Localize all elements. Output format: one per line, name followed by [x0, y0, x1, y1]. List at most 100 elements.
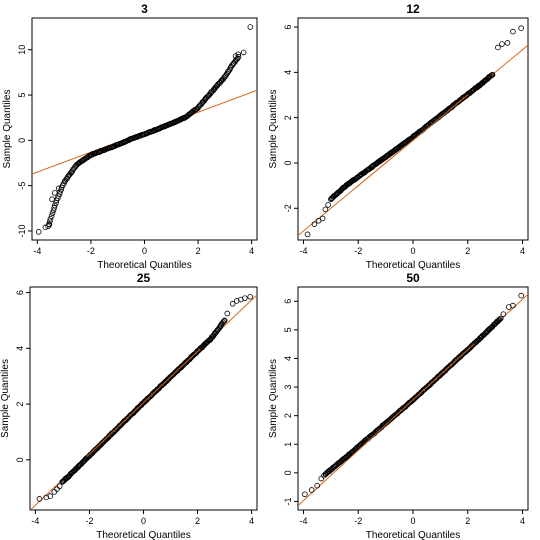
sample-points	[322, 315, 504, 478]
sample-point	[47, 218, 53, 225]
outlier-point	[54, 486, 60, 492]
x-tick-label: -4	[31, 516, 39, 526]
panel-title: 3	[141, 2, 148, 16]
outlier-point	[247, 293, 254, 300]
y-tick-label: -2	[283, 204, 293, 212]
outlier-point	[311, 221, 318, 227]
x-tick-label: -4	[33, 246, 41, 256]
outlier-point	[499, 41, 505, 47]
outlier-point	[55, 185, 62, 192]
sample-points	[328, 71, 496, 203]
y-tick-label: 6	[283, 25, 293, 30]
x-tick-label: -2	[87, 246, 95, 256]
y-tick-label: 0	[17, 138, 27, 143]
outlier-point	[304, 231, 311, 238]
plot-frame	[297, 17, 529, 241]
panel-title: 12	[406, 2, 420, 16]
outlier-point	[500, 311, 507, 317]
sample-point	[48, 213, 55, 219]
qq-panel-2: 25 Theoretical Quantiles Sample Quantiles -…	[0, 271, 258, 540]
x-axis-label: Theoretical Quantiles	[96, 530, 191, 540]
x-tick-label: 4	[520, 246, 525, 256]
sample-point	[223, 72, 229, 78]
outlier-point	[308, 487, 315, 493]
sample-point	[235, 53, 242, 60]
qq-panel-1: 12 Theoretical Quantiles Sample Quantiles -…	[268, 2, 529, 271]
x-tick-label: 2	[465, 516, 470, 526]
outlier-point	[314, 482, 320, 489]
outlier-point	[325, 202, 331, 208]
outlier-point	[518, 292, 524, 299]
outlier-point	[36, 496, 43, 502]
y-axis-label: Sample Quantiles	[0, 359, 11, 438]
panel-title: 50	[406, 271, 420, 285]
y-tick-label: 4	[283, 70, 293, 75]
outlier-point	[49, 196, 55, 203]
sample-point	[49, 210, 56, 216]
outlier-point	[510, 302, 516, 309]
outlier-point	[229, 300, 236, 307]
plot-frame	[297, 286, 529, 511]
x-tick-label: -2	[354, 516, 362, 526]
outlier-point	[321, 472, 327, 479]
sample-point	[221, 318, 227, 325]
x-tick-label: -2	[85, 516, 93, 526]
outlier-point	[46, 221, 53, 228]
sample-point	[496, 316, 503, 323]
outlier-point	[510, 28, 516, 35]
y-axis-label: Sample Quantiles	[2, 90, 13, 169]
plot-frame	[29, 286, 258, 511]
sample-point	[51, 205, 57, 211]
x-tick-label: 0	[142, 246, 147, 256]
sample-points	[59, 317, 228, 485]
sample-point	[123, 416, 130, 422]
y-tick-label: 6	[15, 290, 25, 295]
qq-panel-0: 3 Theoretical Quantiles Sample Quantiles -4…	[2, 2, 258, 271]
x-tick-label: 4	[249, 516, 254, 526]
y-tick-label: 2	[283, 413, 293, 418]
outlier-point	[247, 24, 254, 30]
x-tick-label: -4	[299, 246, 307, 256]
outlier-point	[495, 44, 501, 51]
y-tick-label: 0	[15, 457, 25, 462]
y-tick-label: -1	[283, 497, 293, 505]
outlier-point	[318, 475, 325, 482]
y-tick-label: -5	[17, 182, 27, 190]
y-tick-label: 10	[17, 45, 27, 55]
qq-reference-line-overlay	[77, 108, 210, 158]
sample-point	[47, 215, 54, 222]
outlier-point	[302, 491, 308, 498]
outlier-point	[224, 310, 231, 317]
sample-point	[50, 207, 57, 214]
y-axis-label: Sample Quantiles	[268, 359, 279, 438]
x-axis-label: Theoretical Quantiles	[366, 260, 461, 271]
sample-point	[489, 71, 496, 78]
outlier-point	[56, 483, 63, 490]
x-tick-label: -4	[299, 516, 307, 526]
y-tick-label: -10	[17, 224, 27, 237]
outlier-point	[235, 51, 242, 58]
y-tick-label: 5	[283, 327, 293, 332]
x-tick-label: 0	[141, 516, 146, 526]
x-axis-label: Theoretical Quantiles	[366, 530, 461, 540]
x-axis-label: Theoretical Quantiles	[97, 260, 192, 271]
outlier-point	[319, 215, 326, 222]
y-tick-label: 2	[283, 115, 293, 120]
x-tick-label: 2	[196, 246, 201, 256]
outlier-point	[504, 40, 511, 46]
panel-title: 25	[137, 271, 151, 285]
y-tick-label: 6	[283, 299, 293, 304]
x-tick-label: 0	[410, 246, 415, 256]
outlier-point	[51, 190, 58, 196]
sample-point	[498, 315, 504, 322]
sample-point	[52, 202, 58, 209]
y-tick-label: 0	[283, 470, 293, 475]
x-tick-label: 4	[249, 246, 254, 256]
x-tick-label: 2	[195, 516, 200, 526]
qq-reference-line-overlay	[351, 343, 475, 457]
qq-reference-line-overlay	[354, 94, 469, 189]
y-tick-label: 3	[283, 385, 293, 390]
sample-point	[53, 200, 59, 206]
